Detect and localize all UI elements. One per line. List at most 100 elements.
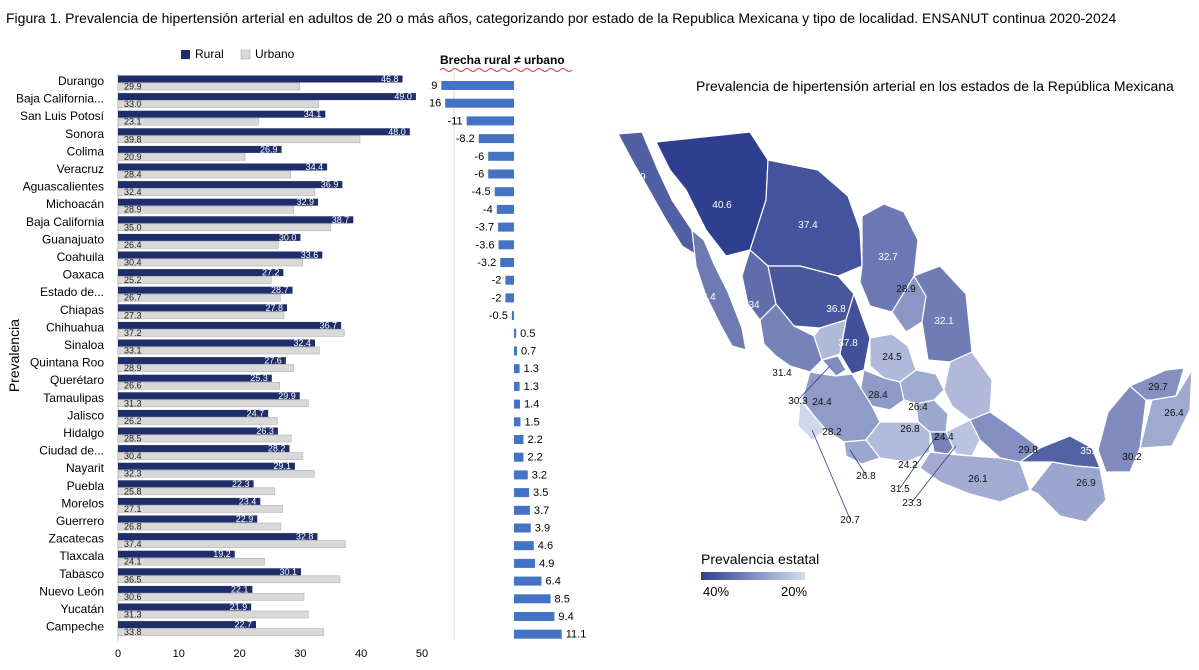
gap-value-label: -2 bbox=[492, 275, 502, 287]
map-states bbox=[617, 131, 1193, 523]
bar-rural bbox=[118, 427, 278, 435]
value-label-urbano: 28.9 bbox=[124, 205, 142, 215]
map-state-value-label: 36.8 bbox=[826, 304, 846, 315]
category-label: Yucatán bbox=[61, 602, 104, 616]
bar-urbano bbox=[117, 593, 305, 601]
gap-value-label: 4.9 bbox=[539, 558, 554, 570]
bar-urbano bbox=[117, 434, 292, 443]
map-state bbox=[843, 439, 881, 465]
map-state bbox=[913, 265, 973, 363]
map-leader-line bbox=[811, 429, 851, 520]
gap-value-label: -16 bbox=[430, 98, 441, 110]
gap-value-label: 4.6 bbox=[538, 540, 553, 552]
gap-value-label: -3.2 bbox=[477, 257, 496, 269]
value-label-rural: 19.2 bbox=[213, 549, 231, 559]
map-legend-min-label: 20% bbox=[781, 584, 808, 599]
value-label-urbano: 25.2 bbox=[124, 275, 142, 285]
category-label: Colima bbox=[67, 144, 105, 158]
map-state bbox=[1139, 369, 1193, 449]
bar-rural bbox=[118, 339, 315, 347]
map-leader-line bbox=[899, 433, 939, 489]
rural-urban-bar-chart: Rural Urbano 46.8 29.9 Durango 49.0 33.0 Baja C… bbox=[6, 47, 428, 660]
category-label: Campeche bbox=[46, 620, 104, 634]
gap-bar bbox=[514, 488, 530, 498]
map-state bbox=[943, 351, 993, 421]
map-state-value-label: 32.4 bbox=[696, 292, 716, 303]
value-label-rural: 26.3 bbox=[256, 426, 274, 436]
bar-rural bbox=[118, 603, 252, 611]
map-state bbox=[821, 355, 847, 377]
value-label-urbano: 36.5 bbox=[124, 574, 142, 584]
value-label-urbano: 32.3 bbox=[124, 469, 142, 479]
gap-value-label: 0.7 bbox=[521, 346, 536, 358]
map-state-value-label: 24.5 bbox=[882, 352, 902, 363]
category-label: Nayarit bbox=[66, 461, 105, 475]
bar-rural bbox=[118, 374, 272, 382]
bar-urbano bbox=[117, 188, 316, 196]
category-label: Tamaulipas bbox=[43, 391, 104, 405]
gap-bar bbox=[514, 523, 531, 533]
value-label-rural: 27.6 bbox=[264, 356, 282, 366]
map-state-value-label: 30.3 bbox=[788, 396, 808, 407]
map-legend-title: Prevalencia estatal bbox=[701, 551, 820, 567]
value-label-rural: 22.7 bbox=[234, 620, 252, 630]
value-label-urbano: 35.0 bbox=[124, 222, 142, 232]
gap-value-label: 2.2 bbox=[527, 434, 542, 446]
map-state-value-label: 37.4 bbox=[798, 220, 818, 231]
gap-value-label: 1.4 bbox=[524, 399, 539, 411]
category-label: Chihuahua bbox=[46, 320, 104, 334]
spellcheck-underline bbox=[439, 68, 573, 72]
map-state-value-label: 24.4 bbox=[812, 397, 832, 408]
bar-urbano bbox=[117, 540, 346, 548]
value-label-rural: 38.7 bbox=[332, 215, 350, 225]
map-state-value-label: 26.4 bbox=[1164, 408, 1184, 419]
value-label-urbano: 28.5 bbox=[124, 434, 142, 444]
bar-rural bbox=[118, 128, 410, 136]
category-label: Jalisco bbox=[67, 408, 104, 422]
value-label-rural: 23.4 bbox=[239, 496, 257, 506]
gap-bar bbox=[478, 134, 514, 144]
value-label-urbano: 30.4 bbox=[124, 451, 142, 461]
gap-bar bbox=[514, 346, 518, 356]
bar-rural bbox=[118, 75, 403, 83]
bar-rural bbox=[118, 321, 342, 329]
bar-urbano bbox=[117, 610, 309, 619]
map-state bbox=[813, 319, 847, 361]
value-label-urbano: 29.9 bbox=[124, 82, 142, 92]
category-label: Baja California bbox=[26, 215, 104, 229]
gap-bar bbox=[498, 222, 514, 232]
map-state bbox=[1029, 461, 1107, 523]
gap-value-label: 8.5 bbox=[555, 593, 570, 605]
bar-rural bbox=[118, 550, 235, 558]
gap-value-label: 9.4 bbox=[558, 611, 573, 623]
gap-bar bbox=[505, 293, 514, 303]
bar-rural bbox=[118, 497, 261, 505]
map-state-value-label: 24.2 bbox=[898, 460, 918, 471]
x-tick-label: 30 bbox=[294, 648, 306, 660]
gap-value-label: 3.5 bbox=[533, 487, 548, 499]
gap-bar bbox=[500, 258, 514, 267]
bar-urbano bbox=[117, 522, 282, 531]
gap-bar bbox=[514, 576, 542, 586]
gap-bar bbox=[514, 452, 524, 462]
figure-title: Figura 1. Prevalencia de hipertensión ar… bbox=[6, 10, 1117, 26]
bar-urbano bbox=[117, 117, 259, 126]
bar-urbano bbox=[117, 258, 304, 267]
value-label-rural: 36.9 bbox=[321, 180, 339, 190]
category-label: Michoacán bbox=[46, 197, 104, 211]
bar-urbano bbox=[117, 575, 341, 584]
gap-bar bbox=[514, 328, 517, 338]
gap-value-label: 6.4 bbox=[546, 576, 561, 588]
category-label: Querétaro bbox=[50, 373, 104, 387]
gap-value-label: 1.3 bbox=[524, 363, 539, 375]
value-label-urbano: 20.9 bbox=[124, 152, 142, 162]
x-tick-label: 10 bbox=[173, 648, 185, 660]
gap-bar bbox=[514, 470, 528, 480]
bar-rural bbox=[118, 445, 290, 453]
map-state-value-label: 34 bbox=[748, 300, 760, 311]
category-label: Chiapas bbox=[60, 303, 104, 317]
bar-rural bbox=[118, 269, 284, 277]
map-state bbox=[797, 399, 827, 441]
bar-urbano bbox=[117, 329, 345, 337]
category-label: Durango bbox=[58, 74, 104, 88]
